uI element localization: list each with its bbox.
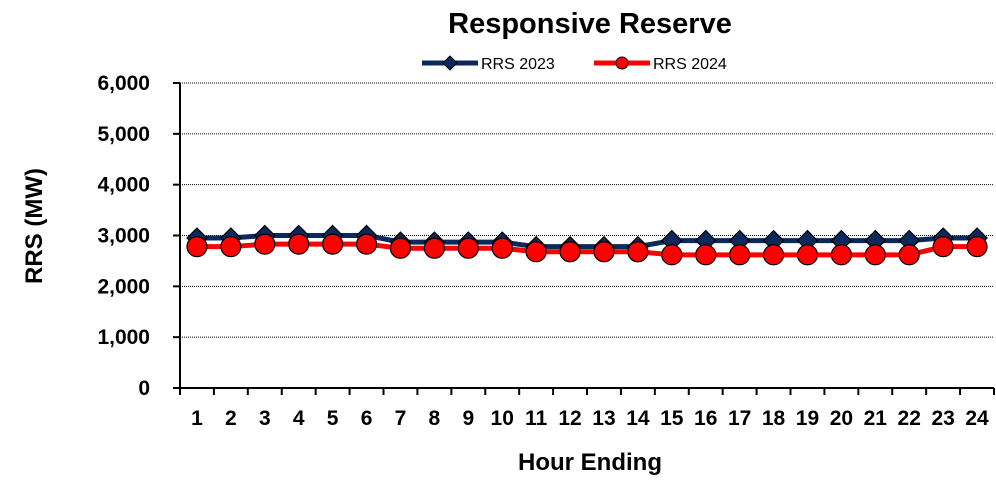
- data-point-rrs-2024: [559, 241, 581, 263]
- data-point-rrs-2024: [491, 237, 513, 259]
- data-point-rrs-2024: [695, 244, 717, 266]
- y-tick-label: 5,000: [97, 123, 150, 146]
- data-point-rrs-2024: [525, 241, 547, 263]
- y-tick-label: 6,000: [97, 72, 150, 95]
- y-tick-label: 3,000: [97, 225, 150, 248]
- x-tick-label: 9: [462, 407, 474, 430]
- x-tick-label: 1: [191, 407, 203, 430]
- x-tick-label: 19: [796, 407, 819, 430]
- data-point-rrs-2024: [254, 233, 276, 255]
- x-tick-label: 12: [558, 407, 581, 430]
- legend-label-rrs-2024: RRS 2024: [653, 56, 727, 73]
- chart-title: Responsive Reserve: [448, 8, 732, 40]
- x-tick-label: 17: [728, 407, 751, 430]
- x-tick-label: 23: [931, 407, 954, 430]
- legend-marker-rrs-2024: [615, 56, 629, 70]
- series-lines: [196, 233, 978, 258]
- x-tick-label: 24: [965, 407, 989, 430]
- x-tick-label: 2: [225, 407, 237, 430]
- data-point-rrs-2024: [830, 244, 852, 266]
- data-point-rrs-2024: [457, 237, 479, 259]
- x-tick-label: 22: [898, 407, 921, 430]
- x-tick-label: 21: [864, 407, 888, 430]
- x-tick-label: 7: [395, 407, 407, 430]
- legend-label-rrs-2023: RRS 2023: [481, 56, 555, 73]
- data-point-rrs-2024: [220, 236, 242, 258]
- data-point-rrs-2024: [932, 236, 954, 258]
- y-tick-label: 2,000: [97, 275, 150, 298]
- data-point-rrs-2024: [186, 236, 208, 258]
- y-axis-ticks: 0 1,000 2,000 3,000 4,000 5,000 6,000: [97, 72, 180, 400]
- x-axis-ticks: 1 2 3 4 5 6 7 8 9 10 11 12 13 14 15 16 17 18 19 20 21 22 23 24: [179, 388, 995, 430]
- x-tick-label: 8: [429, 407, 441, 430]
- x-tick-label: 4: [293, 407, 305, 430]
- gridlines: [180, 82, 994, 338]
- data-point-rrs-2024: [966, 236, 988, 258]
- data-point-rrs-2024: [322, 233, 344, 255]
- y-tick-label: 0: [138, 377, 150, 400]
- data-point-rrs-2024: [627, 241, 649, 263]
- data-point-rrs-2024: [762, 244, 785, 266]
- x-tick-label: 10: [491, 407, 514, 430]
- data-point-rrs-2024: [729, 244, 751, 266]
- x-tick-label: 13: [592, 407, 615, 430]
- series-markers: [186, 224, 988, 266]
- x-tick-label: 14: [626, 407, 650, 430]
- data-point-rrs-2024: [661, 244, 683, 266]
- x-tick-label: 5: [327, 407, 339, 430]
- x-tick-label: 20: [830, 407, 853, 430]
- x-tick-label: 18: [762, 407, 786, 430]
- data-point-rrs-2024: [864, 244, 886, 266]
- y-tick-label: 1,000: [97, 326, 150, 349]
- x-tick-label: 15: [660, 407, 684, 430]
- data-point-rrs-2024: [389, 237, 412, 259]
- data-point-rrs-2024: [355, 233, 378, 255]
- x-axis-label: Hour Ending: [518, 449, 662, 476]
- legend-marker-rrs-2023: [442, 55, 458, 71]
- data-point-rrs-2024: [898, 244, 920, 266]
- y-tick-label: 4,000: [97, 174, 150, 197]
- data-point-rrs-2024: [423, 237, 445, 259]
- data-point-rrs-2024: [593, 241, 615, 263]
- data-point-rrs-2024: [288, 233, 310, 255]
- y-axis-label: RRS (MW): [21, 168, 48, 284]
- x-tick-label: 3: [259, 407, 271, 430]
- legend: RRS 2023 RRS 2024: [422, 55, 727, 73]
- x-tick-label: 6: [361, 407, 373, 430]
- x-tick-label: 11: [525, 407, 548, 430]
- data-point-rrs-2024: [796, 244, 819, 266]
- x-tick-label: 16: [694, 407, 717, 430]
